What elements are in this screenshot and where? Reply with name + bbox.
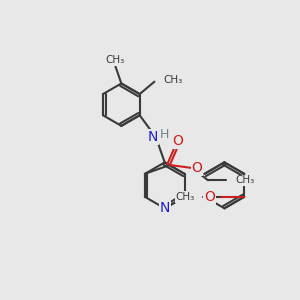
Text: CH₃: CH₃ (106, 55, 125, 65)
Text: N: N (160, 201, 170, 215)
Text: CH₃: CH₃ (235, 175, 254, 185)
Text: N: N (147, 130, 158, 144)
Text: CH₃: CH₃ (164, 75, 183, 85)
Text: O: O (173, 134, 184, 148)
Text: H: H (159, 128, 169, 141)
Text: O: O (204, 190, 215, 204)
Text: CH₃: CH₃ (176, 192, 195, 202)
Text: O: O (191, 161, 203, 175)
